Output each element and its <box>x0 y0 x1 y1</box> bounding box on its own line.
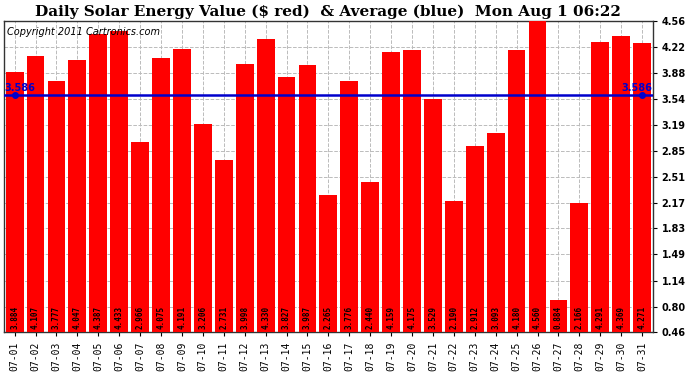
Text: 4.291: 4.291 <box>595 306 604 328</box>
Text: 3.987: 3.987 <box>303 306 312 328</box>
Bar <box>487 132 504 368</box>
Text: 4.175: 4.175 <box>408 306 417 328</box>
Bar <box>424 99 442 368</box>
Title: Daily Solar Energy Value ($ red)  & Average (blue)  Mon Aug 1 06:22: Daily Solar Energy Value ($ red) & Avera… <box>35 4 621 18</box>
Text: 3.206: 3.206 <box>198 306 208 328</box>
Text: 4.191: 4.191 <box>177 306 186 328</box>
Bar <box>571 203 589 368</box>
Text: 3.884: 3.884 <box>10 306 19 328</box>
Text: 4.075: 4.075 <box>157 306 166 328</box>
Bar <box>215 160 233 368</box>
Bar <box>612 36 630 368</box>
Text: 4.159: 4.159 <box>386 306 395 328</box>
Bar <box>131 142 149 368</box>
Text: 3.586: 3.586 <box>622 83 653 93</box>
Bar <box>340 81 358 368</box>
Bar <box>529 21 546 368</box>
Bar <box>382 51 400 368</box>
Bar <box>508 50 526 368</box>
Text: 3.586: 3.586 <box>4 83 35 93</box>
Text: 2.440: 2.440 <box>366 306 375 328</box>
Bar <box>257 39 275 368</box>
Bar <box>591 42 609 368</box>
Text: 2.966: 2.966 <box>136 306 145 328</box>
Text: 2.190: 2.190 <box>449 306 458 328</box>
Text: 0.884: 0.884 <box>554 306 563 328</box>
Bar <box>90 34 107 368</box>
Text: 2.731: 2.731 <box>219 306 228 328</box>
Bar <box>68 60 86 368</box>
Text: 4.387: 4.387 <box>94 306 103 328</box>
Text: 4.047: 4.047 <box>73 306 82 328</box>
Bar <box>445 201 463 368</box>
Text: 3.776: 3.776 <box>345 306 354 328</box>
Bar <box>633 43 651 368</box>
Text: 4.433: 4.433 <box>115 306 124 328</box>
Text: 4.271: 4.271 <box>638 306 647 328</box>
Bar <box>319 195 337 368</box>
Text: 3.827: 3.827 <box>282 306 291 328</box>
Bar <box>549 300 567 368</box>
Bar <box>110 31 128 368</box>
Text: 4.330: 4.330 <box>261 306 270 328</box>
Bar <box>236 64 254 368</box>
Text: 4.107: 4.107 <box>31 306 40 328</box>
Bar <box>362 182 379 368</box>
Bar <box>403 50 421 368</box>
Text: 3.529: 3.529 <box>428 306 437 328</box>
Text: 3.998: 3.998 <box>240 306 249 328</box>
Text: 2.166: 2.166 <box>575 306 584 328</box>
Text: 2.265: 2.265 <box>324 306 333 328</box>
Bar <box>299 64 316 368</box>
Bar <box>6 72 23 367</box>
Bar <box>152 58 170 368</box>
Text: 3.093: 3.093 <box>491 306 500 328</box>
Text: 4.180: 4.180 <box>512 306 521 328</box>
Bar <box>48 81 66 368</box>
Text: 4.560: 4.560 <box>533 306 542 328</box>
Bar <box>277 77 295 368</box>
Bar <box>27 56 44 368</box>
Text: 2.912: 2.912 <box>471 306 480 328</box>
Bar <box>173 49 191 368</box>
Text: 4.369: 4.369 <box>617 306 626 328</box>
Bar <box>466 146 484 368</box>
Text: 3.777: 3.777 <box>52 306 61 328</box>
Text: Copyright 2011 Cartronics.com: Copyright 2011 Cartronics.com <box>8 27 160 38</box>
Bar <box>194 124 212 368</box>
